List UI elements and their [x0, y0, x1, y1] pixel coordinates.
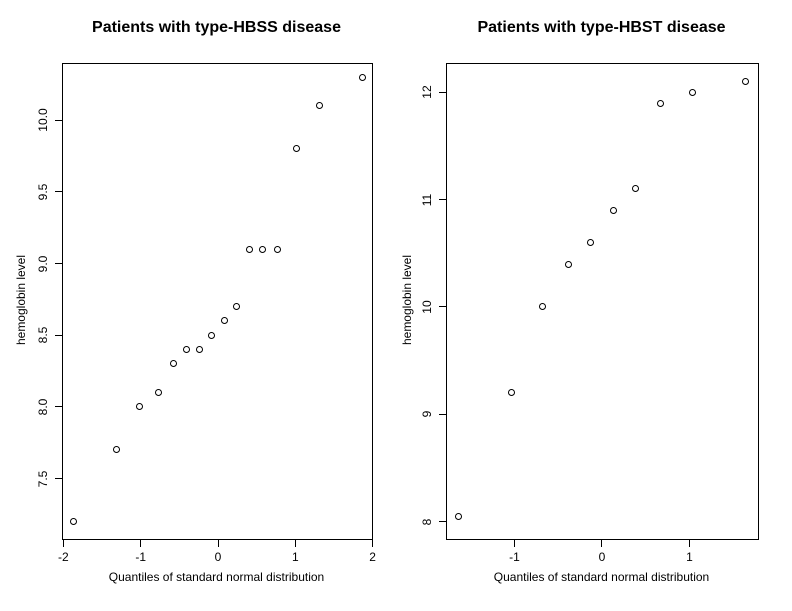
y-tick-label: 8.0: [36, 398, 50, 416]
x-tick-mark: [601, 540, 603, 547]
data-point: [70, 518, 78, 525]
data-point: [112, 446, 120, 454]
data-point: [208, 331, 216, 339]
x-tick-label: 1: [291, 550, 299, 564]
y-axis-label: hemoglobin level: [400, 254, 414, 346]
x-tick-label: -2: [58, 550, 69, 564]
y-tick-mark: [55, 119, 62, 121]
y-tick-mark: [55, 406, 62, 408]
plot-area: -2 -1 0 1 2 7.5 8.0 8.5 9.0 9.5 10.0: [36, 63, 376, 564]
data-point: [220, 317, 228, 325]
data-point: [154, 389, 162, 396]
y-axis-label: hemoglobin level: [14, 254, 28, 346]
y-tick-mark: [55, 334, 62, 336]
x-tick-mark: [513, 540, 515, 547]
y-tick-mark: [439, 413, 446, 415]
data-point: [632, 185, 640, 193]
y-tick-label: 7.5: [36, 470, 50, 487]
x-tick-mark: [688, 540, 690, 547]
y-tick-label: 11: [420, 193, 434, 206]
data-point: [292, 145, 300, 153]
qq-plot-hbss: Patients with type-HBSS disease hemoglob…: [14, 19, 376, 584]
y-tick-mark: [439, 199, 446, 201]
data-point: [609, 206, 617, 214]
x-tick-label: 2: [369, 550, 376, 564]
y-tick-label: 12: [420, 85, 434, 99]
x-tick-label: 0: [214, 550, 222, 564]
x-tick-mark: [217, 540, 219, 547]
y-tick-label: 10.0: [36, 108, 50, 132]
data-point: [454, 512, 462, 520]
x-tick-label: -1: [509, 550, 520, 564]
y-tick-label: 9: [420, 410, 434, 418]
data-point: [657, 99, 665, 107]
y-tick-label: 10: [420, 300, 434, 314]
y-tick-mark: [55, 478, 62, 479]
x-tick-mark: [140, 540, 142, 547]
data-point: [358, 73, 366, 81]
data-point: [742, 78, 750, 86]
y-tick-label: 8: [420, 518, 434, 525]
x-tick-mark: [294, 540, 296, 547]
data-point: [507, 389, 515, 397]
data-point: [245, 245, 253, 253]
data-point: [564, 260, 572, 268]
qq-plot-hbst: Patients with type-HBST disease hemoglob…: [396, 0, 792, 611]
data-point: [587, 239, 595, 247]
x-tick-mark: [372, 540, 374, 547]
x-tick-mark: [62, 540, 64, 547]
data-point: [539, 303, 547, 311]
data-point: [259, 245, 267, 253]
x-tick-label: 1: [686, 550, 693, 564]
plot-title: Patients with type-HBST disease: [477, 19, 726, 36]
y-tick-mark: [439, 91, 446, 93]
data-point: [316, 102, 324, 110]
data-point: [136, 403, 144, 411]
plot-area: -1 0 1 8 9 10 11 12: [420, 63, 759, 564]
data-point: [183, 346, 191, 354]
y-tick-mark: [439, 521, 446, 522]
y-tick-mark: [55, 263, 62, 265]
y-tick-label: 9.5: [36, 183, 50, 201]
data-point: [274, 245, 282, 253]
data-point: [232, 303, 240, 311]
y-tick-mark: [55, 191, 62, 193]
x-axis-label: Quantiles of standard normal distributio…: [493, 570, 710, 584]
x-axis-label: Quantiles of standard normal distributio…: [108, 570, 325, 584]
y-tick-label: 9.0: [36, 255, 50, 272]
data-point: [689, 88, 697, 96]
x-tick-label: 0: [598, 550, 606, 564]
y-tick-mark: [439, 306, 446, 308]
plot-title: Patients with type-HBSS disease: [92, 19, 341, 36]
y-tick-label: 8.5: [36, 326, 50, 344]
data-point: [169, 360, 177, 368]
x-tick-label: -1: [135, 550, 147, 564]
data-point: [196, 346, 204, 354]
